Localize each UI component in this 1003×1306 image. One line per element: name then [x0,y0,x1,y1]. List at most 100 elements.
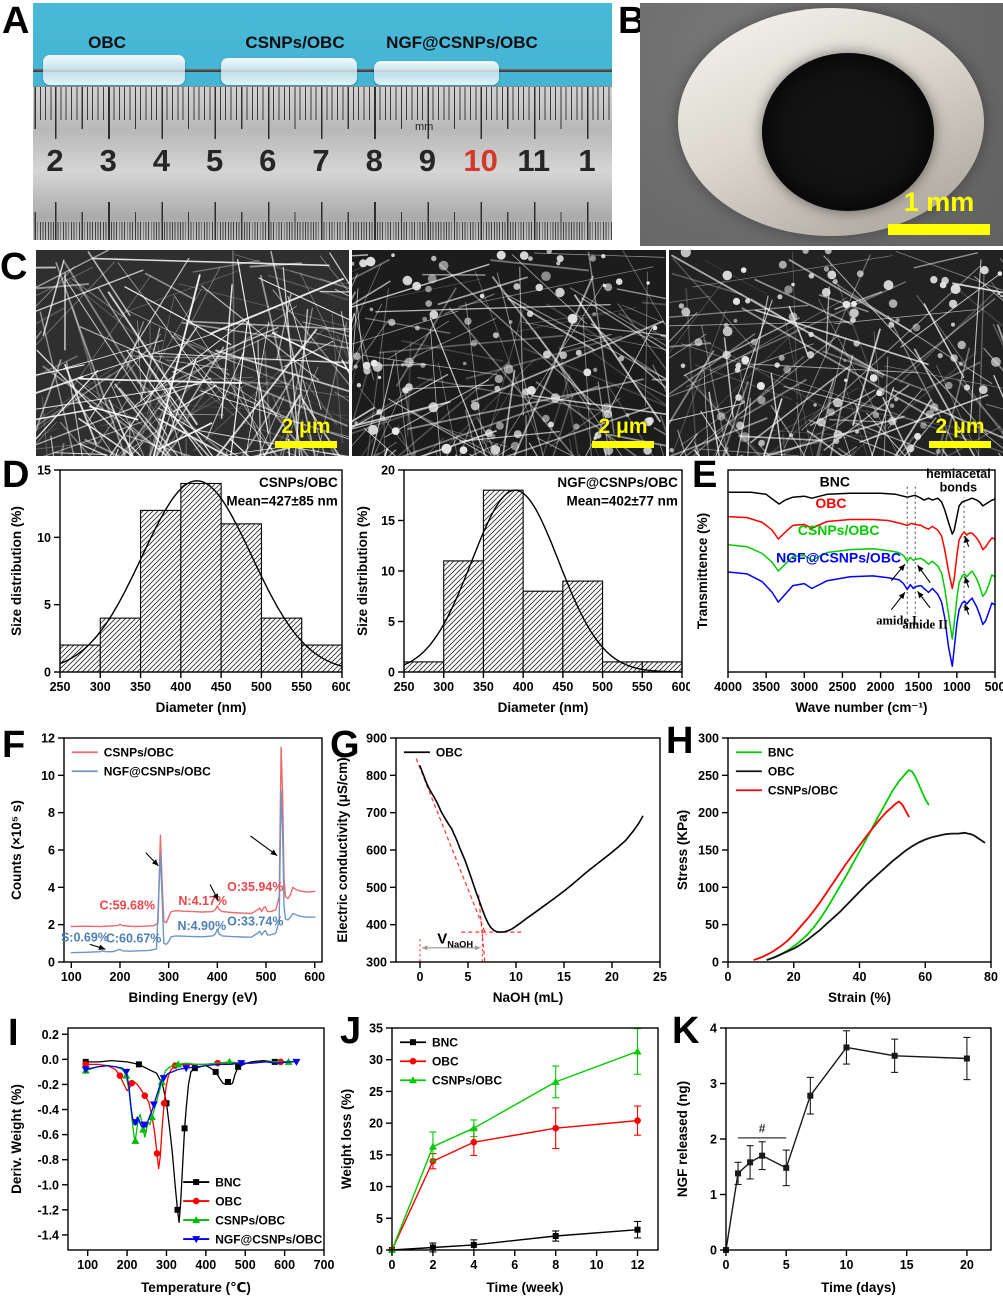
svg-text:Diameter (nm): Diameter (nm) [156,700,247,715]
svg-text:NGF@CSNPs/OBC: NGF@CSNPs/OBC [776,549,901,565]
svg-text:Time (days): Time (days) [821,1280,896,1295]
chart-degradation: 0 2 4 6 8 10 12 0 5 10 15 20 25 30 35 Time (week) Weight… [336,1016,670,1304]
svg-text:CSNPs/OBC: CSNPs/OBC [215,1214,285,1228]
panel-letter-e: E [692,454,718,496]
svg-text:Stress (KPa): Stress (KPa) [675,810,690,890]
svg-text:S:0.69%: S:0.69% [61,930,109,944]
svg-text:6: 6 [511,1258,518,1272]
ruler-number: 10 [463,143,498,178]
svg-text:200: 200 [117,1258,138,1272]
svg-text:300: 300 [366,956,387,970]
svg-text:0: 0 [417,970,424,984]
svg-text:500: 500 [235,1258,256,1272]
svg-text:-1.2: -1.2 [37,1203,59,1217]
svg-text:40: 40 [853,970,867,984]
ruler-number: 6 [259,143,277,178]
svg-text:10: 10 [509,970,523,984]
panel-b-sem-cross-section: 1 mm [640,3,1003,246]
svg-text:600: 600 [304,970,325,984]
svg-text:N:4.90%: N:4.90% [177,919,226,933]
svg-text:CSNPs/OBC: CSNPs/OBC [259,475,338,490]
panel-letter-d: D [2,454,30,496]
svg-text:Temperature (℃): Temperature (℃) [141,1280,251,1295]
panel-letter-f: F [2,724,26,766]
svg-text:12: 12 [631,1258,645,1272]
svg-text:1: 1 [710,1188,717,1202]
svg-text:400: 400 [207,970,228,984]
svg-text:20: 20 [960,1258,974,1272]
svg-text:8: 8 [552,1258,559,1272]
scale-bar-c1-label: 2 μm [281,415,331,438]
svg-text:C:59.68%: C:59.68% [99,899,155,913]
sample-label-obc: OBC [88,33,126,52]
scale-bar-c2: 2 μm [592,415,654,448]
svg-text:20: 20 [787,970,801,984]
scale-bar-c3-bar [929,441,991,448]
svg-text:OBC: OBC [436,746,463,760]
svg-text:-0.4: -0.4 [37,1103,59,1117]
svg-text:C:60.67%: C:60.67% [106,931,162,945]
tube-lumen [762,53,934,211]
svg-text:300: 300 [433,680,454,694]
svg-text:Time (week): Time (week) [486,1280,563,1295]
svg-text:300: 300 [698,732,719,746]
svg-text:12: 12 [41,732,55,746]
svg-text:Wave number (cm⁻¹): Wave number (cm⁻¹) [796,700,928,715]
svg-text:450: 450 [552,680,573,694]
ruler-cm-ticks [33,87,612,139]
svg-text:NGF@CSNPs/OBC: NGF@CSNPs/OBC [557,475,678,490]
svg-text:Diameter (nm): Diameter (nm) [498,700,589,715]
svg-text:-1.0: -1.0 [37,1178,59,1192]
svg-text:O:33.74%: O:33.74% [227,915,283,929]
svg-text:Deriv. Weight (%): Deriv. Weight (%) [9,1084,24,1194]
ruler-number: 4 [152,143,171,178]
svg-text:300: 300 [158,970,179,984]
svg-text:35: 35 [369,1022,383,1036]
ruler-number: 11 [517,143,551,178]
scale-bar-b: 1 mm [888,187,990,235]
svg-text:CSNPs/OBC: CSNPs/OBC [798,522,880,538]
svg-text:900: 900 [366,732,387,746]
svg-text:3500: 3500 [752,680,780,694]
svg-text:NGF released (ng): NGF released (ng) [675,1081,690,1197]
svg-text:500: 500 [251,680,272,694]
svg-text:3: 3 [710,1077,717,1091]
svg-text:500: 500 [256,970,277,984]
svg-text:4: 4 [48,881,55,895]
svg-text:700: 700 [366,806,387,820]
svg-text:400: 400 [195,1258,216,1272]
svg-text:BNC: BNC [432,1036,458,1050]
scale-bar-b-label: 1 mm [903,187,975,217]
svg-text:600: 600 [332,680,350,694]
svg-text:100: 100 [61,970,82,984]
svg-text:100: 100 [698,881,719,895]
svg-text:OBC: OBC [768,765,795,779]
svg-text:150: 150 [698,844,719,858]
svg-text:20: 20 [369,1117,383,1131]
svg-text:-1.4: -1.4 [37,1228,59,1242]
svg-text:CSNPs/OBC: CSNPs/OBC [768,784,838,798]
ruler-number: 7 [312,143,330,178]
svg-text:250: 250 [394,680,415,694]
svg-text:OBC: OBC [815,495,846,511]
chart-conductivity-titration: 0 5 10 15 20 25 300 400 500 600 700 800 900 NaOH (mL)… [332,726,670,1014]
svg-text:500: 500 [985,680,1003,694]
svg-text:250: 250 [698,769,719,783]
chart-xps-survey: 100 200 300 400 500 600 0 2 4 6 8 10 12 Binding Energ… [6,726,332,1014]
svg-text:350: 350 [130,680,151,694]
svg-text:Size distribution (%): Size distribution (%) [355,506,370,636]
svg-text:400: 400 [170,680,191,694]
ruler-number: 3 [99,143,117,178]
svg-text:200: 200 [698,806,719,820]
svg-text:2: 2 [710,1133,717,1147]
svg-text:Electric conductivity (μS/cm): Electric conductivity (μS/cm) [335,757,350,942]
chart-ngf-release: 0 5 10 15 20 0 1 2 3 4 Time (days) NGF released (ng… [672,1016,1003,1304]
svg-text:N:4.17%: N:4.17% [178,894,227,908]
svg-text:1000: 1000 [943,680,971,694]
panel-c-sem-bnc: 2 μm [36,250,349,456]
svg-text:amide II: amide II [902,617,948,631]
sample-label-csnps-obc: CSNPs/OBC [245,33,345,52]
svg-text:2: 2 [48,918,55,932]
svg-text:0: 0 [712,956,719,970]
